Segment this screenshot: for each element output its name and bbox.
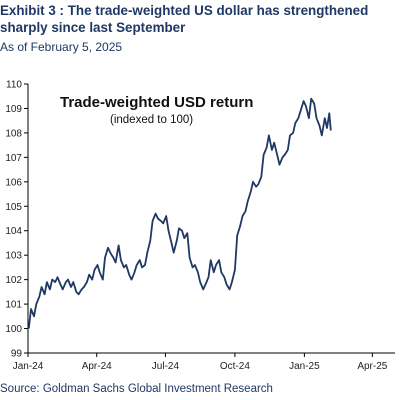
y-tick-label: 99 (11, 349, 23, 360)
y-tick-label: 109 (5, 104, 22, 115)
y-tick-label: 104 (5, 226, 22, 237)
usd-line-chart: 99 100 101 102 103 104 105 106 107 108 109 110 Jan-… (5, 80, 395, 372)
chart-subtitle: (indexed to 100) (110, 114, 193, 126)
y-tick-label: 108 (5, 128, 22, 139)
y-tick-label: 101 (5, 300, 22, 311)
y-tick-label: 105 (5, 202, 22, 213)
y-tick-label: 106 (5, 177, 22, 188)
x-tick-label: Jul-24 (152, 361, 180, 372)
x-axis-ticks: Jan-24 Apr-24 Jul-24 Oct-24 Jan-25 Apr-25 (13, 353, 388, 372)
chart-title: Trade-weighted USD return (60, 94, 253, 111)
y-tick-label: 103 (5, 251, 22, 262)
x-tick-label: Apr-24 (82, 361, 112, 372)
exhibit-subtitle: As of February 5, 2025 (0, 40, 123, 54)
series-line-trade-weighted-usd (27, 97, 332, 329)
y-tick-label: 100 (5, 324, 22, 335)
y-tick-label: 110 (6, 80, 22, 91)
x-tick-label: Oct-24 (220, 361, 250, 372)
y-axis-ticks: 99 100 101 102 103 104 105 106 107 108 109 110 (5, 80, 28, 360)
x-tick-label: Jan-24 (13, 361, 44, 372)
x-tick-label: Jan-25 (289, 361, 320, 372)
y-tick-label: 102 (5, 275, 22, 286)
source-note: Source: Goldman Sachs Global Investment … (0, 383, 273, 395)
x-tick-label: Apr-25 (357, 361, 387, 372)
y-tick-label: 107 (5, 153, 22, 164)
exhibit-title: Exhibit 3 : The trade-weighted US dollar… (0, 3, 369, 35)
